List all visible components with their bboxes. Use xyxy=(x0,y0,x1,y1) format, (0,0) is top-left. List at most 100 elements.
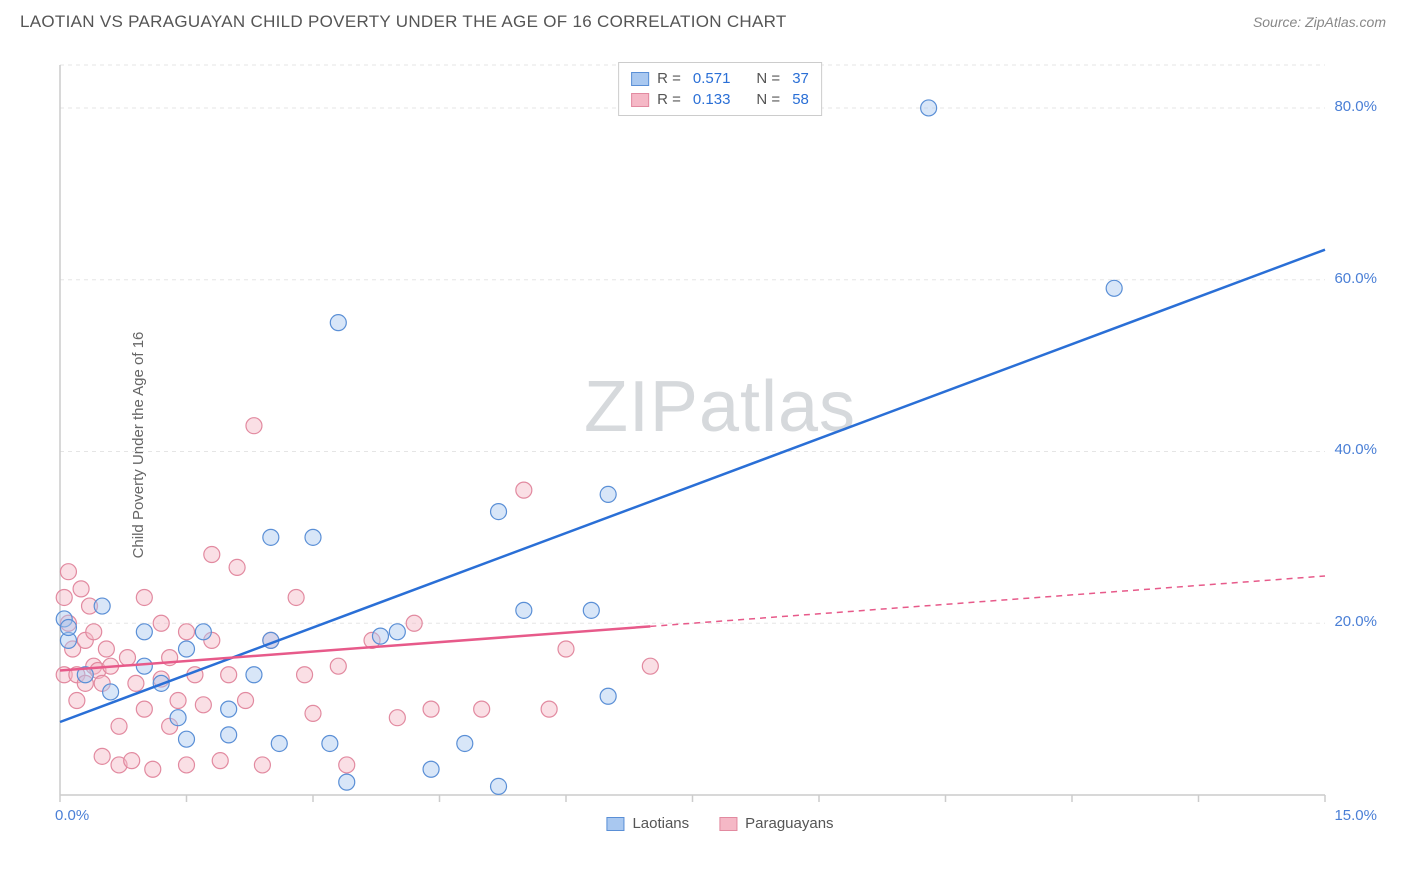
trendline-dashed xyxy=(650,576,1325,626)
data-point xyxy=(98,641,114,657)
chart-area: Child Poverty Under the Age of 16 ZIPatl… xyxy=(55,60,1385,830)
series-label: Laotians xyxy=(632,815,689,832)
legend-swatch xyxy=(719,817,737,831)
data-point xyxy=(136,624,152,640)
data-point xyxy=(406,615,422,631)
data-point xyxy=(246,418,262,434)
data-point xyxy=(263,529,279,545)
data-point xyxy=(516,602,532,618)
data-point xyxy=(423,761,439,777)
data-point xyxy=(389,710,405,726)
data-point xyxy=(60,564,76,580)
r-label: R = xyxy=(657,91,681,108)
data-point xyxy=(119,650,135,666)
data-point xyxy=(491,778,507,794)
y-tick-label: 80.0% xyxy=(1334,98,1377,115)
data-point xyxy=(271,735,287,751)
data-point xyxy=(179,624,195,640)
trendline xyxy=(60,250,1325,722)
data-point xyxy=(372,628,388,644)
data-point xyxy=(305,705,321,721)
data-point xyxy=(128,675,144,691)
data-point xyxy=(195,697,211,713)
data-point xyxy=(297,667,313,683)
data-point xyxy=(221,667,237,683)
data-point xyxy=(94,598,110,614)
data-point xyxy=(153,615,169,631)
legend-swatch xyxy=(631,93,649,107)
data-point xyxy=(921,100,937,116)
data-point xyxy=(330,315,346,331)
legend-swatch xyxy=(606,817,624,831)
y-tick-label: 60.0% xyxy=(1334,270,1377,287)
stats-legend-row: R = 0.133 N = 58 xyxy=(631,89,809,110)
data-point xyxy=(145,761,161,777)
data-point xyxy=(69,693,85,709)
data-point xyxy=(103,684,119,700)
scatter-plot xyxy=(55,60,1385,830)
data-point xyxy=(474,701,490,717)
data-point xyxy=(254,757,270,773)
data-point xyxy=(170,693,186,709)
data-point xyxy=(423,701,439,717)
source-attribution: Source: ZipAtlas.com xyxy=(1253,14,1386,30)
data-point xyxy=(642,658,658,674)
data-point xyxy=(179,757,195,773)
stats-legend: R = 0.571 N = 37 R = 0.133 N = 58 xyxy=(618,62,822,116)
n-label: N = xyxy=(756,91,780,108)
n-value: 37 xyxy=(792,70,809,87)
stats-legend-row: R = 0.571 N = 37 xyxy=(631,68,809,89)
data-point xyxy=(56,589,72,605)
x-tick-label: 0.0% xyxy=(55,807,89,824)
data-point xyxy=(204,547,220,563)
n-value: 58 xyxy=(792,91,809,108)
data-point xyxy=(136,701,152,717)
data-point xyxy=(339,757,355,773)
data-point xyxy=(124,753,140,769)
data-point xyxy=(136,589,152,605)
data-point xyxy=(288,589,304,605)
data-point xyxy=(238,693,254,709)
legend-swatch xyxy=(631,72,649,86)
data-point xyxy=(600,486,616,502)
data-point xyxy=(195,624,211,640)
data-point xyxy=(516,482,532,498)
data-point xyxy=(339,774,355,790)
series-label: Paraguayans xyxy=(745,815,833,832)
data-point xyxy=(212,753,228,769)
y-tick-label: 20.0% xyxy=(1334,613,1377,630)
series-legend: Laotians Paraguayans xyxy=(606,815,833,832)
data-point xyxy=(170,710,186,726)
data-point xyxy=(583,602,599,618)
data-point xyxy=(600,688,616,704)
source-label: Source: xyxy=(1253,14,1305,30)
series-legend-item: Laotians xyxy=(606,815,689,832)
n-label: N = xyxy=(756,70,780,87)
data-point xyxy=(491,504,507,520)
data-point xyxy=(111,718,127,734)
data-point xyxy=(221,701,237,717)
data-point xyxy=(558,641,574,657)
chart-title: LAOTIAN VS PARAGUAYAN CHILD POVERTY UNDE… xyxy=(20,12,787,32)
data-point xyxy=(1106,280,1122,296)
r-label: R = xyxy=(657,70,681,87)
data-point xyxy=(221,727,237,743)
r-value: 0.571 xyxy=(693,70,731,87)
data-point xyxy=(330,658,346,674)
data-point xyxy=(94,748,110,764)
data-point xyxy=(86,624,102,640)
data-point xyxy=(229,559,245,575)
r-value: 0.133 xyxy=(693,91,731,108)
data-point xyxy=(60,620,76,636)
data-point xyxy=(136,658,152,674)
data-point xyxy=(541,701,557,717)
data-point xyxy=(246,667,262,683)
data-point xyxy=(305,529,321,545)
data-point xyxy=(73,581,89,597)
source-value: ZipAtlas.com xyxy=(1305,14,1386,30)
data-point xyxy=(389,624,405,640)
x-tick-label: 15.0% xyxy=(1334,807,1377,824)
series-legend-item: Paraguayans xyxy=(719,815,833,832)
data-point xyxy=(179,731,195,747)
data-point xyxy=(457,735,473,751)
